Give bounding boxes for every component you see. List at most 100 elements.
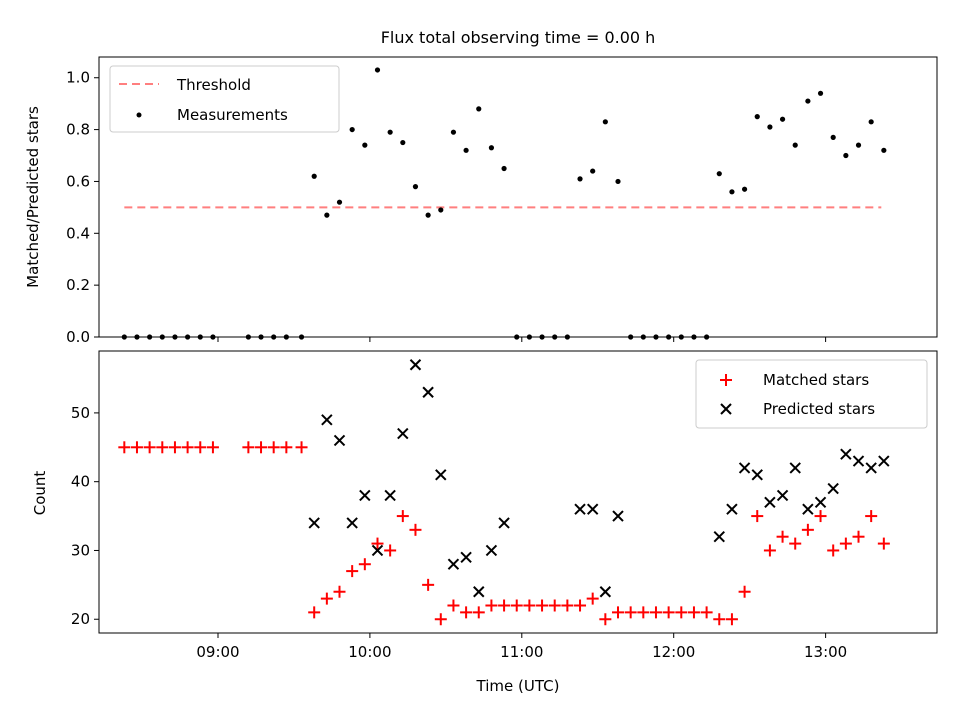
matched-star-point bbox=[422, 578, 435, 591]
measurement-point bbox=[438, 207, 444, 213]
measurement-point bbox=[412, 184, 419, 190]
predicted-star-point bbox=[865, 462, 877, 474]
bottom-y-tick-label: 50 bbox=[71, 404, 90, 422]
matched-star-point bbox=[536, 599, 549, 612]
x-axis-label: Time (UTC) bbox=[476, 677, 560, 695]
chart-title: Flux total observing time = 0.00 h bbox=[381, 28, 656, 47]
matched-star-point bbox=[738, 585, 751, 598]
measurement-point bbox=[792, 142, 798, 148]
matched-star-point bbox=[460, 606, 473, 619]
matched-star-point bbox=[472, 606, 485, 619]
bottom-y-tick-label: 20 bbox=[71, 610, 90, 628]
matched-star-point bbox=[206, 441, 219, 454]
predicted-star-point bbox=[726, 503, 738, 515]
predicted-star-point bbox=[574, 503, 586, 515]
measurement-point bbox=[855, 142, 862, 148]
predicted-star-point bbox=[599, 586, 612, 598]
measurement-point bbox=[349, 126, 355, 133]
legend-threshold-label: Threshold bbox=[176, 76, 251, 94]
measurement-point bbox=[425, 212, 431, 218]
measurement-point bbox=[387, 129, 393, 135]
matched-star-point bbox=[242, 441, 255, 454]
predicted-star-point bbox=[447, 558, 460, 570]
measurement-point bbox=[881, 147, 887, 153]
matched-star-point bbox=[548, 599, 561, 612]
matched-star-point bbox=[267, 441, 280, 454]
top-y-axis-label: Matched/Predicted stars bbox=[24, 106, 42, 288]
measurement-point bbox=[463, 147, 469, 153]
matched-star-point bbox=[409, 523, 422, 536]
matched-star-point bbox=[371, 537, 384, 550]
bottom-plot-frame bbox=[98, 350, 938, 634]
x-tick-label: 13:00 bbox=[804, 643, 847, 661]
matched-star-point bbox=[346, 565, 359, 578]
matched-star-point bbox=[255, 441, 268, 454]
predicted-star-point bbox=[764, 496, 776, 509]
predicted-star-point bbox=[384, 489, 396, 502]
matched-star-point bbox=[156, 441, 169, 454]
measurement-point bbox=[476, 106, 482, 112]
measurement-point bbox=[602, 119, 608, 125]
predicted-star-point bbox=[586, 503, 599, 515]
matched-star-point bbox=[687, 606, 700, 619]
predicted-star-point bbox=[498, 517, 510, 529]
matched-star-point bbox=[384, 544, 397, 557]
matched-star-point bbox=[776, 530, 789, 543]
measurement-point bbox=[400, 139, 406, 146]
measurement-point bbox=[754, 114, 760, 120]
measurement-point bbox=[362, 142, 368, 148]
matched-star-point bbox=[358, 558, 371, 571]
predicted-star-point bbox=[776, 489, 789, 502]
matched-star-point bbox=[700, 606, 713, 619]
matched-star-point bbox=[624, 606, 637, 619]
bottom-y-tick-label: 30 bbox=[71, 541, 90, 559]
matched-stars-points bbox=[118, 441, 890, 626]
predicted-star-point bbox=[802, 503, 814, 515]
measurement-point bbox=[741, 186, 748, 192]
matched-star-point bbox=[333, 585, 346, 598]
measurement-point bbox=[374, 67, 381, 73]
measurement-points bbox=[121, 67, 887, 340]
measurement-point bbox=[590, 168, 596, 174]
predicted-star-point bbox=[460, 551, 472, 564]
top-y-tick-label: 0.2 bbox=[66, 276, 90, 294]
predicted-star-point bbox=[473, 586, 485, 598]
measurement-point bbox=[501, 165, 507, 172]
predicted-star-point bbox=[713, 531, 725, 543]
predicted-star-point bbox=[371, 544, 384, 557]
predicted-star-point bbox=[308, 517, 320, 529]
measurement-point bbox=[577, 176, 583, 182]
legend-matched-swatch bbox=[720, 374, 732, 386]
matched-star-point bbox=[877, 537, 890, 550]
matched-star-point bbox=[763, 544, 776, 557]
measurement-point bbox=[488, 145, 495, 151]
legend-measurements-swatch bbox=[136, 112, 142, 118]
matched-star-point bbox=[485, 599, 498, 612]
matched-star-point bbox=[447, 599, 460, 612]
measurement-point bbox=[843, 152, 849, 159]
measurement-point bbox=[615, 178, 621, 185]
predicted-star-point bbox=[878, 455, 890, 467]
measurement-point bbox=[779, 116, 786, 122]
predicted-star-point bbox=[485, 544, 498, 557]
matched-star-point bbox=[612, 606, 625, 619]
matched-star-point bbox=[574, 599, 587, 612]
predicted-star-point bbox=[409, 359, 422, 371]
matched-star-point bbox=[814, 510, 827, 523]
predicted-stars-points bbox=[308, 359, 890, 598]
bottom-y-ticks: 20 30 40 50 bbox=[71, 404, 99, 628]
predicted-star-point bbox=[346, 517, 358, 529]
predicted-star-point bbox=[321, 414, 333, 426]
predicted-star-point bbox=[827, 482, 839, 495]
matched-star-point bbox=[789, 537, 802, 550]
measurement-point bbox=[336, 199, 343, 205]
measurement-point bbox=[311, 173, 317, 179]
matched-star-point bbox=[434, 613, 447, 626]
matched-star-point bbox=[713, 613, 726, 626]
matched-star-point bbox=[308, 606, 321, 619]
bottom-legend-box bbox=[695, 359, 928, 429]
top-plot-frame bbox=[98, 56, 938, 338]
measurement-point bbox=[729, 189, 735, 195]
top-y-tick-label: 0.8 bbox=[66, 121, 90, 139]
top-y-tick-label: 0.0 bbox=[66, 328, 90, 346]
